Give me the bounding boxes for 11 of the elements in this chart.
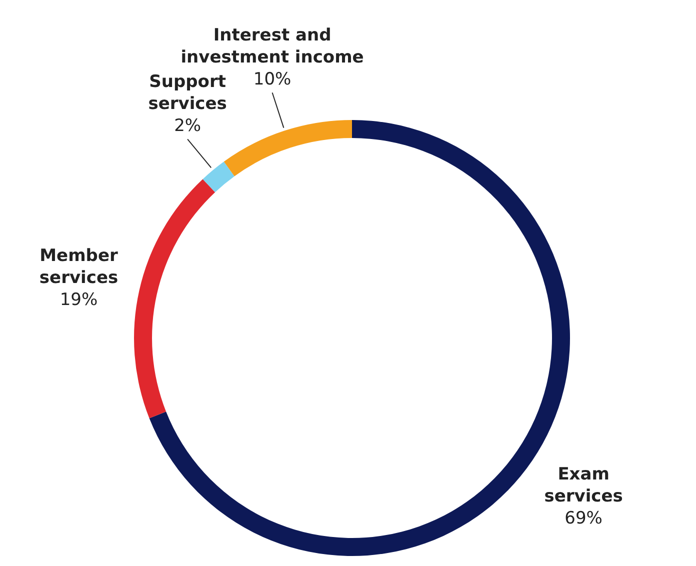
data-label: 69%	[564, 508, 602, 528]
donut-slice	[134, 179, 216, 418]
data-label: 10%	[253, 70, 292, 90]
data-label: 19%	[60, 290, 98, 310]
slice-label: Interest and investment income	[180, 26, 364, 68]
data-label: 2%	[174, 116, 202, 136]
slice-label: Exam services	[544, 464, 623, 506]
slice-label: Support services	[148, 72, 227, 114]
donut-slice	[224, 120, 352, 176]
donut-slice	[202, 162, 234, 192]
slice-label: Member services	[39, 246, 118, 288]
